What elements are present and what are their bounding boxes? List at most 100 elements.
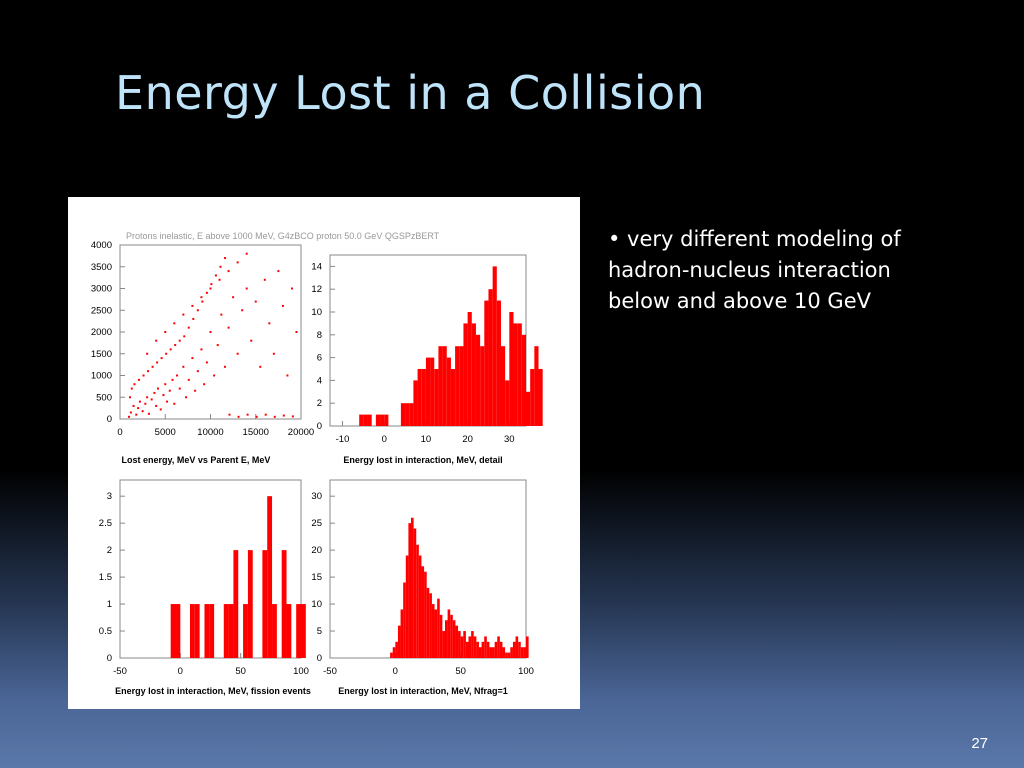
histogram-bar bbox=[510, 647, 513, 658]
histogram-bar bbox=[481, 641, 485, 658]
histogram-bar bbox=[509, 312, 514, 426]
scatter-point bbox=[168, 389, 171, 392]
y-tick-label: 500 bbox=[96, 392, 112, 403]
histogram-bar bbox=[416, 544, 419, 658]
histogram-bar bbox=[413, 380, 418, 426]
histogram-bar bbox=[421, 566, 425, 658]
scatter-point bbox=[196, 309, 199, 312]
histogram-bar bbox=[473, 636, 477, 658]
scatter-point bbox=[191, 357, 194, 360]
histogram-bar bbox=[468, 636, 472, 658]
histogram-bar bbox=[243, 604, 248, 658]
histogram-bar bbox=[281, 550, 287, 658]
scatter-point bbox=[200, 296, 203, 299]
y-tick-label: 1000 bbox=[91, 371, 112, 382]
histogram-bar bbox=[459, 346, 464, 426]
histogram-bar bbox=[421, 369, 426, 426]
histogram-bar bbox=[430, 357, 435, 426]
histogram-bar bbox=[403, 582, 406, 658]
y-tick-label: 6 bbox=[317, 353, 322, 364]
scatter-point bbox=[147, 370, 150, 373]
chart-caption: Lost energy, MeV vs Parent E, MeV bbox=[122, 455, 271, 465]
histogram-bar bbox=[471, 323, 476, 426]
scatter-point bbox=[182, 365, 185, 368]
scatter-point bbox=[164, 383, 167, 386]
scatter-point bbox=[128, 396, 131, 399]
histogram-bar bbox=[267, 496, 273, 658]
histogram-bar bbox=[484, 300, 489, 426]
scatter-point bbox=[277, 270, 280, 273]
histogram-bar bbox=[478, 647, 482, 658]
scatter-point bbox=[178, 339, 181, 342]
histogram-bar bbox=[526, 391, 531, 426]
scatter-point bbox=[209, 331, 212, 333]
histogram-bar bbox=[209, 604, 215, 658]
y-tick-label: 0 bbox=[107, 653, 112, 664]
scatter-point bbox=[157, 387, 160, 390]
x-tick-label: 10 bbox=[421, 434, 432, 445]
scatter-point bbox=[146, 396, 149, 399]
histogram-bar bbox=[455, 625, 459, 658]
histogram-bar bbox=[523, 647, 526, 658]
histogram-bar bbox=[384, 414, 389, 426]
chart-caption: Energy lost in interaction, MeV, fission… bbox=[115, 686, 311, 696]
histogram-bar bbox=[434, 609, 438, 658]
scatter-point bbox=[138, 378, 141, 381]
y-tick-label: 8 bbox=[317, 330, 322, 341]
y-tick-label: 4000 bbox=[91, 240, 112, 251]
y-tick-label: 25 bbox=[311, 518, 322, 529]
histogram-bar bbox=[400, 403, 406, 426]
scatter-point bbox=[166, 400, 169, 403]
histogram-bar bbox=[515, 636, 519, 658]
scatter-point bbox=[236, 261, 239, 264]
histogram-bar bbox=[463, 323, 468, 426]
x-tick-label: 10000 bbox=[197, 427, 223, 438]
scatter-point bbox=[194, 389, 197, 392]
histogram-bar bbox=[272, 604, 277, 658]
scatter-point bbox=[159, 408, 162, 411]
histogram-bar bbox=[438, 346, 443, 426]
histogram-bar bbox=[262, 550, 268, 658]
histogram-bar bbox=[505, 652, 508, 658]
histogram-bar bbox=[455, 346, 460, 426]
scatter-point bbox=[183, 335, 186, 338]
y-tick-label: 2.5 bbox=[99, 518, 112, 529]
scatter-point bbox=[268, 322, 271, 325]
histogram-bar bbox=[405, 403, 410, 426]
histogram-bar bbox=[471, 631, 474, 658]
histogram-bar bbox=[411, 517, 414, 658]
histogram-bar bbox=[484, 636, 487, 658]
histogram-bar bbox=[175, 604, 181, 658]
scatter-point bbox=[223, 365, 226, 368]
scatter-point bbox=[162, 394, 165, 397]
histogram-bar bbox=[517, 323, 522, 426]
histogram-bar bbox=[426, 587, 430, 658]
scatter-point bbox=[255, 415, 258, 418]
scatter-point bbox=[264, 413, 267, 416]
figure-svg: Protons inelastic, E above 1000 MeV, G4z… bbox=[91, 231, 543, 696]
x-tick-label: 0 bbox=[178, 666, 183, 677]
histogram-bar bbox=[467, 312, 472, 426]
histogram-bar bbox=[446, 357, 451, 426]
scatter-point bbox=[201, 300, 204, 303]
y-tick-label: 3500 bbox=[91, 262, 112, 273]
scatter-point bbox=[176, 374, 179, 377]
scatter-point bbox=[174, 344, 177, 347]
scatter-point bbox=[290, 287, 293, 290]
scatter-point bbox=[187, 326, 190, 329]
y-tick-label: 10 bbox=[311, 599, 322, 610]
chart-caption: Energy lost in interaction, MeV, Nfrag=1 bbox=[338, 686, 507, 696]
y-tick-label: 4 bbox=[317, 375, 322, 386]
histogram-bar bbox=[494, 641, 498, 658]
histogram-bar bbox=[492, 647, 495, 658]
histogram-bar bbox=[465, 641, 469, 658]
x-tick-label: 100 bbox=[293, 666, 309, 677]
figure-header: Protons inelastic, E above 1000 MeV, G4z… bbox=[126, 231, 440, 241]
histogram-bar bbox=[450, 369, 456, 426]
scatter-point bbox=[227, 326, 230, 329]
scatter-point bbox=[250, 339, 253, 342]
histogram-bar bbox=[408, 523, 412, 658]
scatter-point bbox=[246, 413, 249, 416]
